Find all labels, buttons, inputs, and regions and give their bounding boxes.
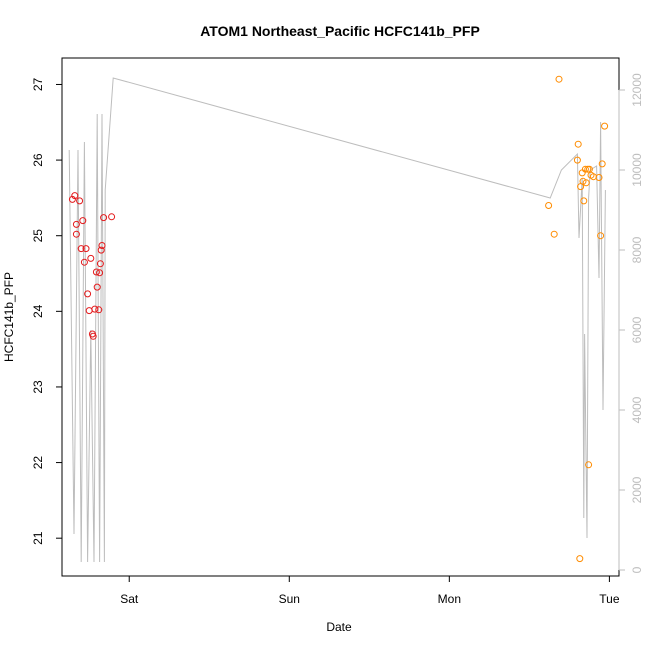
data-point-0-6 (79, 217, 87, 225)
data-point-0-0 (68, 195, 76, 203)
data-point-1-6 (578, 169, 586, 177)
y2-tick-label: 2000 (630, 476, 644, 503)
data-point-0-1 (71, 192, 79, 200)
data-point-0-18 (96, 269, 104, 277)
x-tick-label: Sat (120, 592, 139, 606)
altitude-line-layer (68, 77, 606, 563)
y2-tick-label: 8000 (630, 236, 644, 263)
y-tick-label: 21 (31, 531, 45, 545)
y-axis-right: 0 2000 4000 6000 8000 10000 12000 (618, 73, 644, 573)
y2-tick-label: 12000 (630, 73, 644, 107)
data-point-0-7 (80, 258, 88, 266)
y-tick-label: 23 (31, 380, 45, 394)
y2-tick-label: 10000 (630, 153, 644, 187)
y-tick-label: 24 (31, 304, 45, 318)
data-point-1-17 (597, 232, 605, 240)
data-point-1-3 (573, 156, 581, 164)
data-point-1-2 (555, 75, 563, 83)
data-point-0-16 (93, 283, 101, 291)
data-point-1-7 (579, 177, 587, 185)
y-axis-left: 21 22 23 24 25 26 27 (31, 77, 63, 545)
data-point-1-1 (550, 230, 558, 238)
data-point-0-5 (77, 245, 85, 253)
data-point-0-13 (89, 332, 97, 340)
plot-border (61, 57, 620, 577)
data-point-1-20 (576, 555, 584, 563)
data-point-1-9 (581, 165, 589, 173)
data-point-0-3 (72, 230, 80, 238)
data-point-0-22 (100, 214, 108, 222)
y-tick-label: 22 (31, 456, 45, 470)
data-point-0-19 (96, 260, 104, 268)
data-point-0-15 (92, 268, 100, 276)
data-point-1-4 (574, 140, 582, 148)
data-point-1-8 (580, 197, 588, 205)
y-axis-label: HCFC141b_PFP (2, 272, 16, 362)
data-point-0-10 (85, 307, 93, 315)
data-point-0-4 (76, 197, 84, 205)
data-point-0-20 (97, 246, 105, 254)
x-tick-label: Tue (599, 592, 620, 606)
data-point-0-23 (108, 213, 116, 221)
altitude-line (68, 77, 606, 563)
y-tick-label: 26 (31, 153, 45, 167)
data-point-1-10 (582, 179, 590, 187)
data-points-layer (68, 75, 609, 563)
chart-title: ATOM1 Northeast_Pacific HCFC141b_PFP (200, 23, 480, 39)
x-axis: Sat Sun Mon Tue (120, 575, 620, 606)
x-tick-label: Mon (438, 592, 461, 606)
data-point-0-8 (82, 245, 90, 253)
x-tick-label: Sun (279, 592, 300, 606)
data-point-1-0 (545, 202, 553, 209)
data-point-1-12 (585, 461, 593, 469)
data-point-0-14 (91, 305, 99, 313)
y-tick-label: 27 (31, 77, 45, 91)
data-point-1-18 (598, 160, 606, 168)
data-point-0-21 (98, 242, 106, 249)
data-point-1-19 (601, 122, 609, 130)
data-point-0-2 (72, 220, 80, 228)
data-point-1-16 (595, 174, 603, 181)
data-point-0-17 (95, 306, 103, 314)
y2-tick-label: 6000 (630, 316, 644, 343)
data-point-0-9 (84, 290, 92, 298)
y2-tick-label: 4000 (630, 396, 644, 423)
data-point-0-11 (87, 254, 95, 262)
x-axis-label: Date (326, 620, 352, 634)
y-tick-label: 25 (31, 229, 45, 243)
y2-tick-label: 0 (630, 566, 644, 573)
